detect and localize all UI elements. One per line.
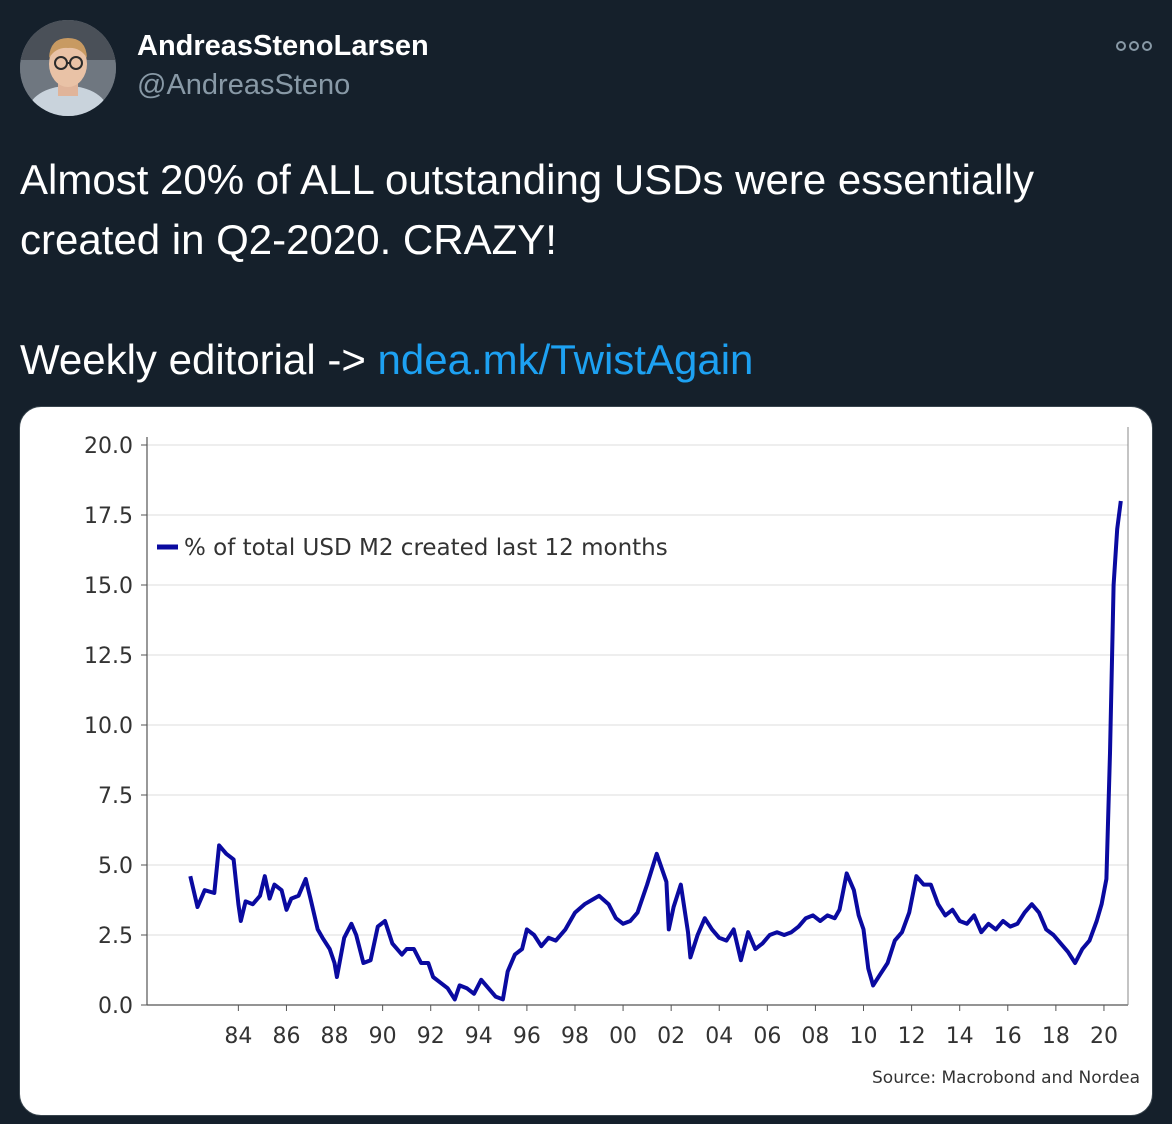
y-tick-label: 7.5 [98,784,133,809]
x-tick-label: 02 [657,1024,685,1049]
editorial-link[interactable]: ndea.mk/TwistAgain [377,336,754,383]
tweet-text-line: Almost 20% of ALL outstanding USDs were … [20,156,1034,203]
y-tick-label: 5.0 [98,854,133,879]
user-handle[interactable]: @AndreasSteno [137,69,351,101]
profile-photo-icon [20,20,116,116]
y-tick-label: 17.5 [84,504,133,529]
y-tick-label: 2.5 [98,924,133,949]
x-tick-label: 94 [465,1024,493,1049]
x-tick-label: 92 [417,1024,445,1049]
x-tick-label: 18 [1042,1024,1070,1049]
y-tick-label: 15.0 [84,574,133,599]
y-tick-label: 10.0 [84,714,133,739]
x-tick-label: 16 [994,1024,1022,1049]
x-tick-label: 96 [513,1024,541,1049]
x-tick-label: 98 [561,1024,589,1049]
x-tick-label: 88 [321,1024,349,1049]
editorial-prefix: Weekly editorial -> [20,336,378,383]
x-tick-label: 06 [753,1024,781,1049]
x-tick-label: 12 [898,1024,926,1049]
x-tick-label: 00 [609,1024,637,1049]
y-tick-label: 12.5 [84,644,133,669]
y-tick-label: 20.0 [84,434,133,459]
x-tick-label: 20 [1090,1024,1118,1049]
x-tick-label: 84 [224,1024,252,1049]
legend-label: % of total USD M2 created last 12 months [184,535,668,561]
x-tick-label: 14 [946,1024,974,1049]
tweet-media-chart[interactable]: 20.0 17.5 15.0 12.5 10.0 7.5 5.0 2.5 0.0 84 86 88 90… [19,406,1153,1116]
x-tick-label: 08 [801,1024,829,1049]
x-tick-label: 04 [705,1024,733,1049]
tweet-text-line: created in Q2-2020. CRAZY! [20,216,557,263]
display-name[interactable]: AndreasStenoLarsen [137,30,429,62]
tweet-text-line: Weekly editorial -> ndea.mk/TwistAgain [20,330,1150,390]
more-options-icon[interactable] [1112,34,1156,58]
chart-source: Source: Macrobond and Nordea [872,1068,1140,1088]
x-tick-label: 10 [850,1024,878,1049]
series-line [188,500,1123,1002]
line-chart: 20.0 17.5 15.0 12.5 10.0 7.5 5.0 2.5 0.0 84 86 88 90… [84,427,1140,1088]
avatar[interactable] [20,20,116,116]
y-tick-label: 0.0 [98,994,133,1019]
tweet-text: Almost 20% of ALL outstanding USDs were … [20,150,1150,390]
x-tick-label: 90 [369,1024,397,1049]
x-tick-label: 86 [272,1024,300,1049]
